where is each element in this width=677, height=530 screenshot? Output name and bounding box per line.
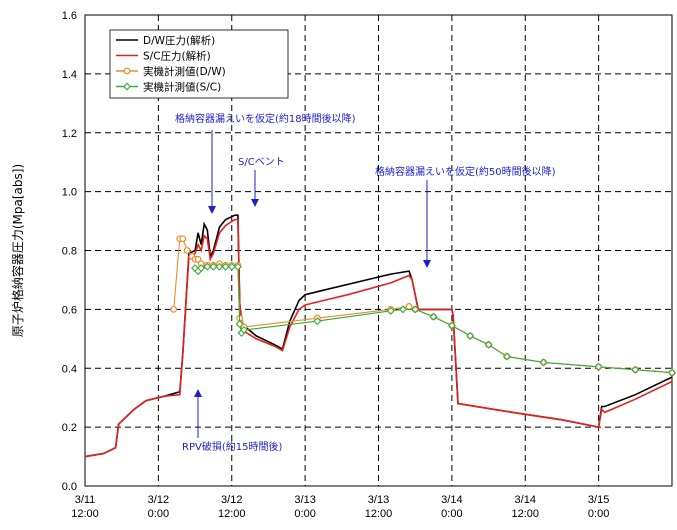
axes <box>84 14 673 487</box>
y-tick-label: 1.2 <box>62 128 77 140</box>
x-tick-label-time: 12:00 <box>365 508 393 520</box>
data-point <box>183 247 191 254</box>
data-point <box>215 262 224 271</box>
legend-box <box>109 29 289 99</box>
grid-lines <box>85 15 672 486</box>
legend-entry-3: 実機計測値(S/C) <box>116 81 221 94</box>
data-point <box>221 262 230 271</box>
annotation-text: 格納容器漏えいを仮定(約18時間後以降) <box>175 112 356 125</box>
data-point <box>502 352 511 361</box>
annotations: 格納容器漏えいを仮定(約18時間後以降) S/Cベント格納容器漏えいを仮定(約50… <box>175 112 556 453</box>
annotation-text: S/Cベント <box>238 156 285 168</box>
legend: D/W圧力(解析) S/C圧力(解析) 実機計測値(D/W) 実機計測値(S/C) <box>109 29 289 99</box>
legend-label: 実機計測値(D/W) <box>143 65 226 78</box>
legend-marker <box>123 67 131 75</box>
y-tick-label: 0.0 <box>62 481 77 493</box>
y-tick-label: 0.6 <box>62 304 77 316</box>
data-point <box>209 262 218 271</box>
annotation-text: RPV破損(約15時間後) <box>182 440 282 453</box>
legend-label: 実機計測値(S/C) <box>143 81 221 94</box>
x-tick-label-time: 12:00 <box>511 508 539 520</box>
annotation-1: S/Cベント <box>238 156 285 207</box>
y-tick-label: 1.6 <box>62 10 77 22</box>
data-point <box>631 365 640 374</box>
x-tick-label-date: 3/11 <box>75 494 96 506</box>
annotation-0: 格納容器漏えいを仮定(約18時間後以降) <box>175 112 356 214</box>
x-tick-label-time: 12:00 <box>218 508 246 520</box>
x-tick-label-date: 3/12 <box>148 494 169 506</box>
x-tick-label-date: 3/12 <box>221 494 242 506</box>
series-3 <box>191 262 676 377</box>
data-point <box>447 321 456 330</box>
data-point <box>240 326 248 334</box>
data-point <box>179 235 187 243</box>
annotation-2: 格納容器漏えいを仮定(約50時間後以降) <box>375 165 556 268</box>
data-point <box>194 255 202 263</box>
x-tick-label-date: 3/13 <box>294 494 315 506</box>
x-tick-label-time: 0:00 <box>148 508 169 520</box>
data-point <box>429 312 438 321</box>
data-point <box>386 306 395 315</box>
y-tick-label: 1.0 <box>62 187 77 199</box>
x-tick-label-time: 0:00 <box>441 508 462 520</box>
x-tick-label-time: 12:00 <box>71 508 99 520</box>
data-point <box>233 262 242 271</box>
data-point <box>594 362 603 371</box>
data-point <box>203 262 212 271</box>
y-tick-label: 0.2 <box>62 422 77 434</box>
data-point <box>313 317 322 326</box>
legend-entry-0: D/W圧力(解析) <box>116 34 215 47</box>
data-point <box>484 340 493 349</box>
x-tick-label-time: 0:00 <box>588 508 609 520</box>
legend-label: D/W圧力(解析) <box>143 34 215 47</box>
y-tick-label: 0.8 <box>62 246 77 258</box>
x-tick-label-time: 0:00 <box>294 508 315 520</box>
x-tick-label-date: 3/14 <box>515 494 536 506</box>
annotation-3: RPV破損(約15時間後) <box>182 389 282 453</box>
data-point <box>411 305 420 314</box>
x-tick-label-date: 3/14 <box>441 494 462 506</box>
data-point <box>405 303 413 310</box>
y-tick-label: 0.4 <box>62 363 77 375</box>
x-tick-label-date: 3/13 <box>368 494 389 506</box>
legend-label: S/C圧力(解析) <box>143 50 211 63</box>
y-axis-label: 原子炉格納容器圧力(Mpa[abs]) <box>10 164 25 337</box>
plot-frame <box>84 14 673 487</box>
data-point <box>668 368 676 377</box>
axis-labels: 0.0 0.2 0.4 0.6 0.8 1.0 1.2 1.4 1.6 3/11 12:00 3/12… <box>10 10 609 520</box>
annotation-text: 格納容器漏えいを仮定(約50時間後以降) <box>375 165 556 178</box>
data-point <box>466 331 475 340</box>
legend-entry-1: S/C圧力(解析) <box>116 50 211 63</box>
data-point <box>235 320 244 329</box>
data-point <box>227 262 236 271</box>
data-point <box>539 358 548 367</box>
x-tick-label-date: 3/15 <box>588 494 609 506</box>
data-point <box>170 305 178 313</box>
series-group <box>84 214 676 458</box>
y-tick-label: 1.4 <box>62 69 77 81</box>
legend-entry-2: 実機計測値(D/W) <box>116 65 226 78</box>
data-point <box>398 305 407 314</box>
legend-marker <box>123 82 131 91</box>
data-point <box>197 264 206 273</box>
